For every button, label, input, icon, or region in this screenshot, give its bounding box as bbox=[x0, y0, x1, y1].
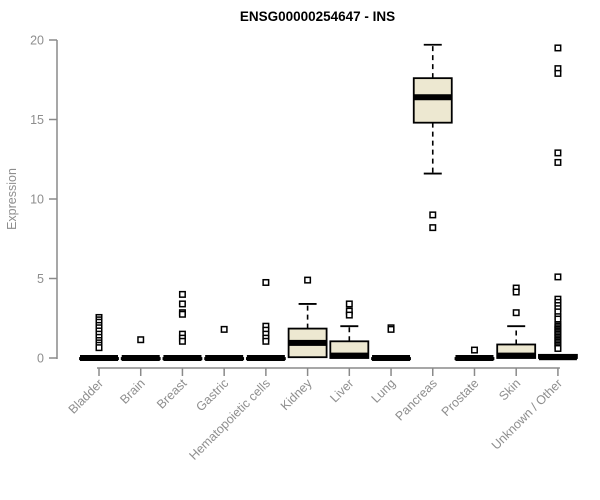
boxplot-brain bbox=[120, 336, 161, 361]
y-tick-label: 0 bbox=[37, 352, 44, 366]
x-tick-label: Pancreas bbox=[393, 376, 440, 423]
outlier-point bbox=[429, 224, 437, 232]
outlier-point bbox=[387, 325, 395, 333]
y-tick-label: 15 bbox=[30, 113, 44, 127]
y-axis-title: Expression bbox=[5, 168, 19, 230]
median-line bbox=[121, 355, 160, 361]
outlier-point bbox=[429, 211, 437, 219]
outlier-point bbox=[220, 325, 228, 333]
x-tick-label: Brain bbox=[117, 376, 148, 407]
boxplot-breast bbox=[162, 290, 203, 361]
outlier-point bbox=[554, 44, 562, 52]
outlier-point bbox=[554, 315, 562, 323]
boxplot-lung bbox=[371, 324, 411, 361]
median-line bbox=[163, 355, 202, 361]
median-line bbox=[330, 352, 369, 359]
x-tick-label: Liver bbox=[327, 376, 356, 405]
outlier-point bbox=[512, 288, 520, 296]
median-line bbox=[205, 355, 244, 361]
outlier-point bbox=[95, 344, 103, 352]
x-tick-label: Prostate bbox=[439, 376, 482, 419]
x-tick-label: Kidney bbox=[278, 376, 315, 413]
x-tick-label: Breast bbox=[154, 376, 190, 412]
outlier-point bbox=[554, 158, 562, 166]
boxplot-unknown-other bbox=[538, 44, 578, 361]
outlier-point bbox=[262, 278, 270, 286]
x-tick-label: Bladder bbox=[66, 376, 106, 416]
outlier-point bbox=[178, 290, 186, 298]
x-tick-label: Skin bbox=[496, 376, 523, 403]
outlier-point bbox=[512, 309, 520, 317]
boxplot-hematopoietic-cells bbox=[245, 278, 286, 361]
outlier-point bbox=[262, 337, 270, 345]
outlier-point bbox=[137, 336, 145, 344]
outlier-point bbox=[554, 69, 562, 77]
median-line bbox=[538, 354, 577, 361]
median-line bbox=[246, 355, 285, 361]
boxplot-kidney bbox=[287, 276, 328, 359]
box bbox=[412, 77, 453, 124]
median-line bbox=[372, 355, 411, 361]
x-tick-label: Lung bbox=[369, 376, 399, 406]
boxplot-liver bbox=[329, 300, 370, 359]
outlier-point bbox=[345, 311, 353, 319]
median-line bbox=[455, 355, 494, 361]
median-line bbox=[80, 355, 118, 361]
y-tick-label: 20 bbox=[30, 34, 44, 48]
boxplot-prostate bbox=[454, 346, 495, 361]
y-tick-label: 10 bbox=[30, 193, 44, 207]
boxplot-gastric bbox=[204, 325, 245, 361]
outlier-point bbox=[554, 273, 562, 281]
x-tick-label: Unknown / Other bbox=[489, 376, 565, 452]
median-line bbox=[497, 352, 536, 359]
median-line bbox=[288, 339, 327, 346]
boxplot-skin bbox=[496, 284, 537, 359]
boxplot-bladder bbox=[79, 313, 119, 361]
chart-title: ENSG00000254647 - INS bbox=[239, 9, 396, 24]
boxplot-pancreas bbox=[412, 43, 453, 232]
outlier-point bbox=[345, 300, 353, 308]
outlier-point bbox=[554, 149, 562, 157]
outlier-point bbox=[470, 346, 478, 354]
y-tick-label: 5 bbox=[37, 272, 44, 286]
outlier-point bbox=[178, 337, 186, 345]
x-tick-label: Gastric bbox=[193, 376, 231, 414]
outlier-point bbox=[178, 310, 186, 318]
outlier-point bbox=[554, 344, 562, 352]
outlier-point bbox=[304, 276, 312, 284]
x-tick-label: Hematopoietic cells bbox=[186, 376, 273, 463]
outlier-point bbox=[178, 300, 186, 308]
median-line bbox=[413, 94, 452, 101]
